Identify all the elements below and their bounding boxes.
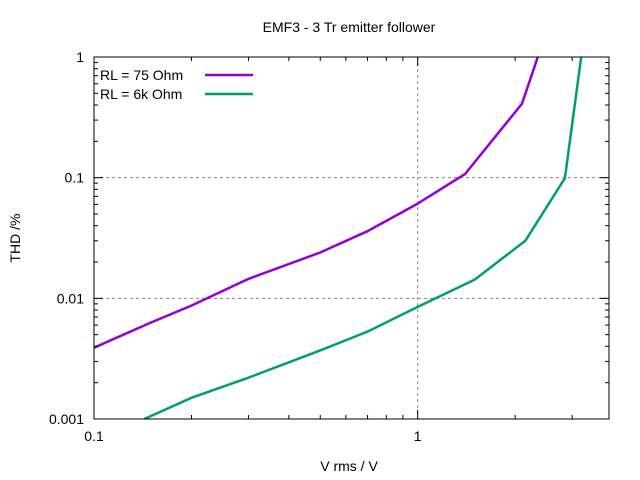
- x-axis-label: V rms / V: [320, 458, 378, 474]
- y-tick-label: 0.1: [65, 170, 85, 186]
- series-line-1: [143, 57, 583, 419]
- x-tick-label: 0.1: [84, 428, 104, 444]
- chart-title: EMF3 - 3 Tr emitter follower: [263, 19, 436, 35]
- x-tick-label: 1: [414, 428, 422, 444]
- y-tick-label: 0.001: [49, 411, 84, 427]
- y-axis-label: THD /%: [7, 214, 23, 263]
- y-tick-label: 0.01: [57, 290, 84, 306]
- legend-label-0: RL = 75 Ohm: [100, 67, 183, 83]
- grid-lines: [94, 57, 609, 419]
- series-lines: [94, 57, 583, 419]
- y-tick-label: 1: [76, 49, 84, 65]
- plot-border: [93, 56, 610, 420]
- axis-ticks: 0.1 1 0.001 0.01 0.1 1: [49, 49, 609, 444]
- series-line-0: [94, 57, 539, 349]
- legend: RL = 75 Ohm RL = 6k Ohm: [100, 67, 253, 102]
- legend-label-1: RL = 6k Ohm: [100, 86, 182, 102]
